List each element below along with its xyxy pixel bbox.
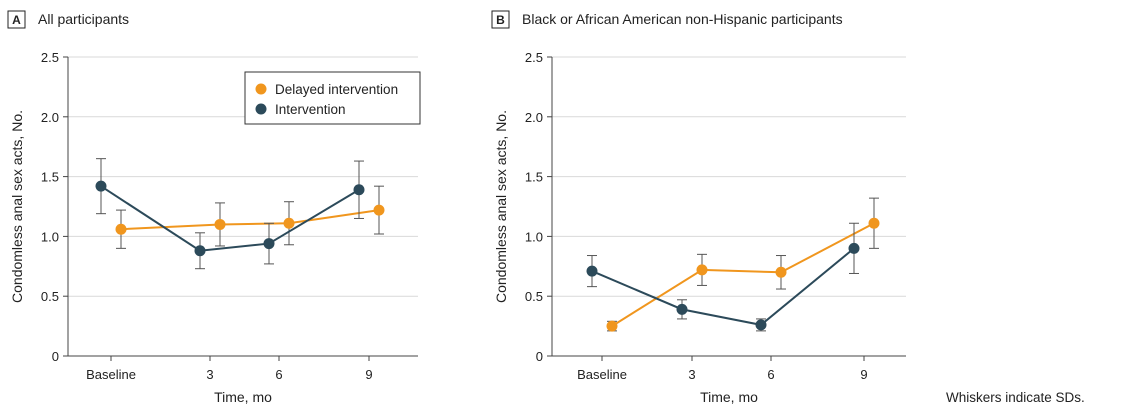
panel-title: Black or African American non-Hispanic p… [522, 11, 843, 27]
data-point [868, 217, 880, 229]
y-tick-label: 1.0 [525, 229, 543, 244]
data-point [676, 303, 688, 315]
x-tick-label: 3 [206, 367, 213, 382]
series-line [591, 247, 855, 326]
data-point [775, 266, 787, 278]
chart-panel-a: A All participants 0 0.5 1.0 1.5 2.0 2.5 Baselin… [7, 10, 421, 405]
data-point [115, 223, 127, 235]
panel-letter-box [491, 10, 510, 29]
x-axis-label: Time, mo [700, 389, 758, 405]
y-tick-label: 0 [52, 349, 59, 364]
data-point [194, 245, 206, 257]
x-tick-label: 9 [365, 367, 372, 382]
series-delayed-intervention [115, 185, 385, 249]
series-intervention [95, 158, 365, 270]
x-tick-label: 6 [275, 367, 282, 382]
y-tick-label: 2.0 [525, 110, 543, 125]
x-axis-label: Time, mo [214, 389, 272, 405]
data-point [95, 180, 107, 192]
data-point [755, 319, 767, 331]
y-tick-label: 1.0 [41, 229, 59, 244]
legend-label: Intervention [275, 102, 346, 117]
x-tick-label: 3 [688, 367, 695, 382]
data-point [848, 242, 860, 254]
x-tick-label: Baseline [86, 367, 136, 382]
legend-marker [255, 83, 267, 95]
data-point [373, 204, 385, 216]
y-tick-label: 2.0 [41, 110, 59, 125]
series-line [100, 185, 360, 252]
data-point [214, 218, 226, 230]
legend-box [244, 71, 421, 125]
data-point [696, 264, 708, 276]
y-axis-label: Condomless anal sex acts, No. [9, 110, 25, 303]
data-point [263, 238, 275, 250]
whiskers-note: Whiskers indicate SDs. [946, 390, 1085, 405]
y-tick-label: 1.5 [41, 170, 59, 185]
panel-letter-box [7, 10, 26, 29]
series-line [611, 222, 875, 327]
legend: Delayed intervention Intervention [244, 71, 421, 125]
panel-letter: A [12, 13, 21, 27]
panel-title: All participants [38, 11, 129, 27]
y-tick-label: 0.5 [525, 289, 543, 304]
chart-panel-b: B Black or African American non-Hispanic … [491, 10, 906, 405]
y-tick-label: 2.5 [525, 50, 543, 65]
legend-label: Delayed intervention [275, 82, 398, 97]
y-tick-label: 2.5 [41, 50, 59, 65]
data-point [606, 320, 618, 332]
y-tick-label: 0.5 [41, 289, 59, 304]
series-intervention [586, 222, 860, 332]
data-point [283, 217, 295, 229]
x-tick-label: 6 [767, 367, 774, 382]
data-point [353, 184, 365, 196]
legend-marker [255, 103, 267, 115]
y-tick-label: 1.5 [525, 170, 543, 185]
series-line [120, 209, 380, 231]
panel-letter: B [496, 13, 505, 27]
x-tick-label: 9 [860, 367, 867, 382]
series-delayed-intervention [606, 197, 880, 332]
x-tick-label: Baseline [577, 367, 627, 382]
y-axis-label: Condomless anal sex acts, No. [493, 110, 509, 303]
data-point [586, 265, 598, 277]
y-tick-label: 0 [536, 349, 543, 364]
